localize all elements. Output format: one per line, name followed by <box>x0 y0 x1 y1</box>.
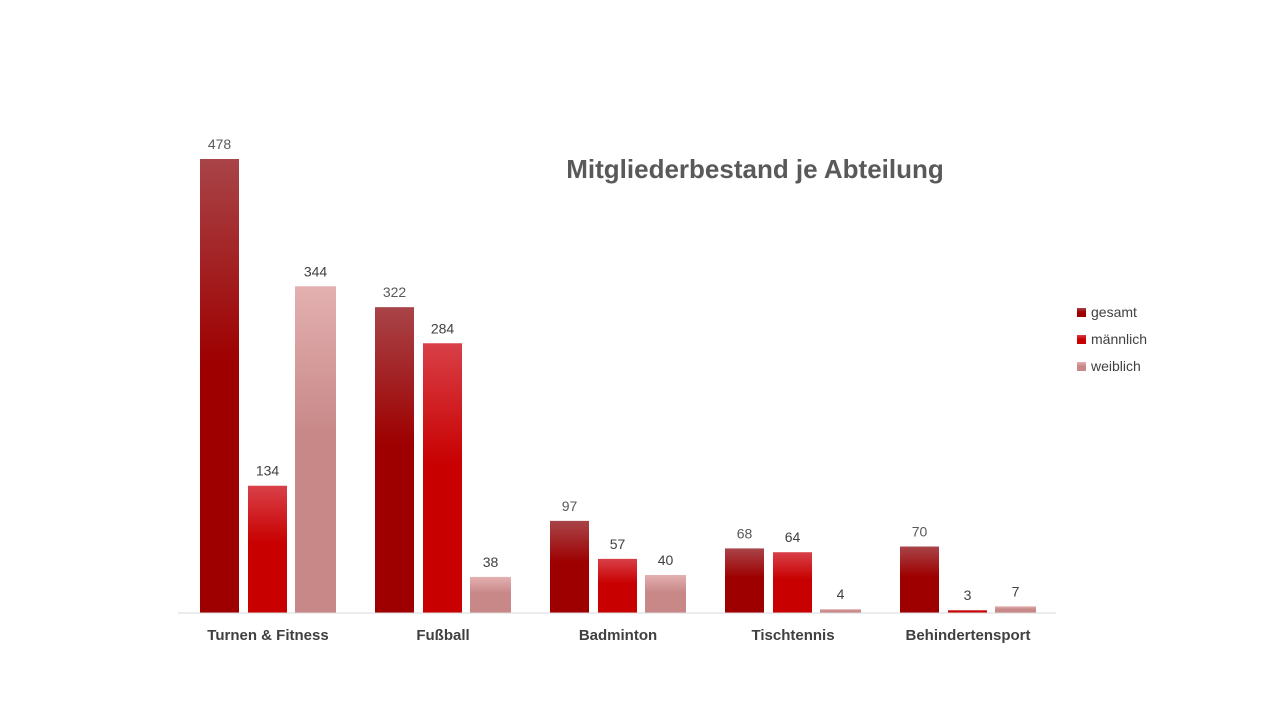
bar-gesamt-1 <box>375 307 414 613</box>
legend-swatch-gesamt <box>1077 308 1086 317</box>
bar-weiblich-0 <box>295 286 336 613</box>
value-label-maennlich-3: 64 <box>785 529 801 545</box>
legend-label-maennlich: männlich <box>1091 331 1147 347</box>
value-label-weiblich-3: 4 <box>837 586 845 602</box>
bar-gesamt-0 <box>200 159 239 613</box>
chart-title: Mitgliederbestand je Abteilung <box>566 154 944 184</box>
value-label-weiblich-0: 344 <box>304 263 328 279</box>
value-label-weiblich-4: 7 <box>1012 583 1020 599</box>
value-label-gesamt-3: 68 <box>737 525 753 541</box>
legend-label-gesamt: gesamt <box>1091 304 1137 320</box>
bar-gesamt-2 <box>550 520 589 613</box>
value-label-gesamt-2: 97 <box>562 498 578 514</box>
value-label-weiblich-2: 40 <box>658 552 674 568</box>
value-label-weiblich-1: 38 <box>483 554 499 570</box>
legend-swatch-maennlich <box>1077 335 1086 344</box>
category-label-0: Turnen & Fitness <box>207 627 328 644</box>
bar-maennlich-3 <box>773 552 812 613</box>
bar-maennlich-2 <box>598 558 637 613</box>
bar-weiblich-4 <box>995 606 1036 613</box>
value-label-maennlich-4: 3 <box>964 587 972 603</box>
bar-weiblich-1 <box>470 576 511 613</box>
value-label-gesamt-0: 478 <box>208 136 232 152</box>
value-label-maennlich-2: 57 <box>610 536 626 552</box>
value-label-maennlich-0: 134 <box>256 463 280 479</box>
category-label-3: Tischtennis <box>751 627 834 644</box>
category-label-4: Behindertensport <box>905 627 1030 644</box>
value-label-gesamt-1: 322 <box>383 284 407 300</box>
bar-maennlich-1 <box>423 343 462 613</box>
legend: gesamt männlich weiblich <box>1077 304 1147 374</box>
category-label-1: Fußball <box>416 627 469 644</box>
category-labels-group: Turnen & Fitness Fußball Badminton Tischten… <box>207 627 1030 644</box>
legend-label-weiblich: weiblich <box>1090 358 1141 374</box>
bar-weiblich-3 <box>820 609 861 613</box>
bar-gesamt-3 <box>725 548 764 613</box>
legend-swatch-weiblich <box>1077 362 1086 371</box>
bar-maennlich-4 <box>948 610 987 613</box>
bars-group <box>200 159 1036 613</box>
bar-weiblich-2 <box>645 575 686 613</box>
category-label-2: Badminton <box>579 627 657 644</box>
bar-gesamt-4 <box>900 546 939 613</box>
value-label-gesamt-4: 70 <box>912 524 928 540</box>
bar-maennlich-0 <box>248 485 287 613</box>
value-labels-group: 478 134 344 322 284 38 97 57 40 68 64 4 70 3 7 <box>208 136 1020 603</box>
value-label-maennlich-1: 284 <box>431 320 455 336</box>
